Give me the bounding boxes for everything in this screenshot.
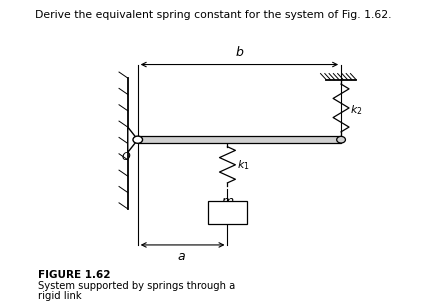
Text: $O$: $O$	[121, 150, 132, 162]
Text: FIGURE 1.62: FIGURE 1.62	[38, 270, 110, 280]
Bar	[207, 201, 247, 224]
Polygon shape	[127, 127, 138, 152]
Text: System supported by springs through a: System supported by springs through a	[38, 281, 235, 291]
Text: $m$: $m$	[220, 195, 233, 208]
Text: $a$: $a$	[177, 250, 186, 263]
Text: $k_2$: $k_2$	[349, 103, 362, 117]
Circle shape	[336, 136, 345, 143]
Text: $b$: $b$	[234, 45, 244, 59]
Text: rigid link: rigid link	[38, 291, 81, 301]
Text: $k_1$: $k_1$	[237, 158, 250, 172]
Circle shape	[132, 136, 142, 143]
Bar	[138, 136, 340, 143]
Text: Derive the equivalent spring constant for the system of Fig. 1.62.: Derive the equivalent spring constant fo…	[35, 10, 391, 20]
